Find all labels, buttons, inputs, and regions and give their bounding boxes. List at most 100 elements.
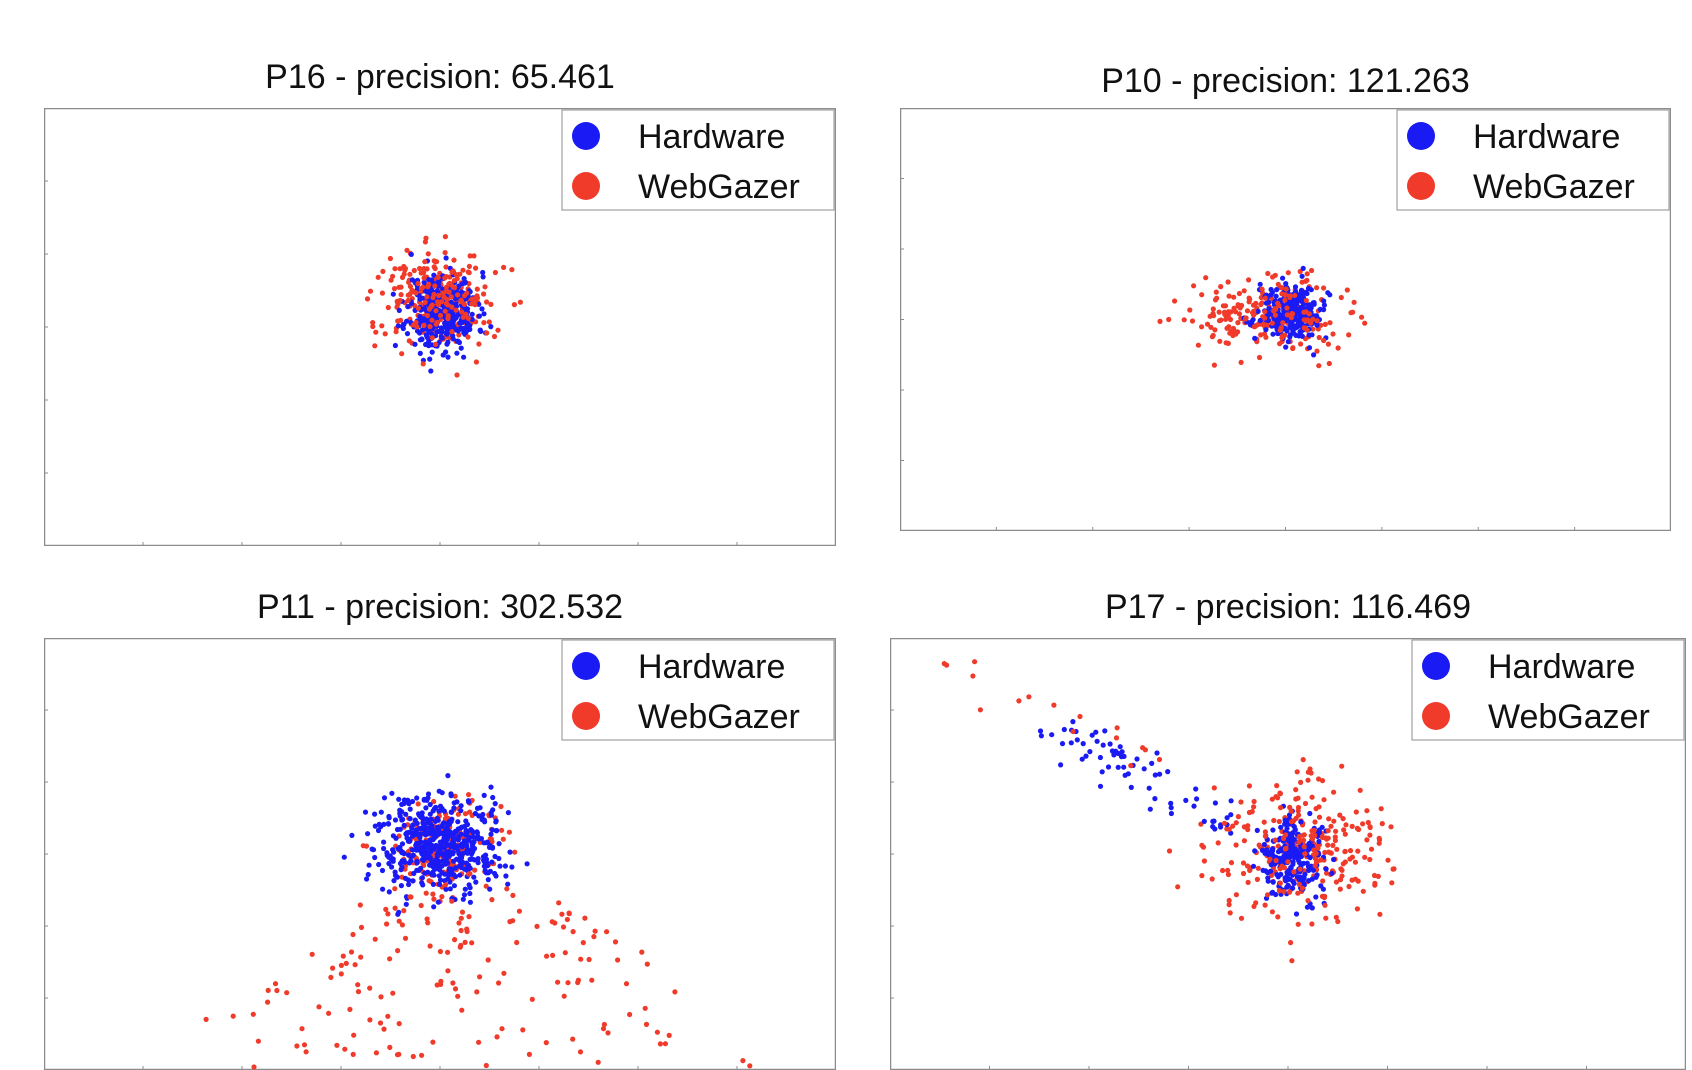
data-point [1235,320,1241,326]
data-point [1233,331,1239,337]
data-point [401,800,407,807]
data-point [424,318,430,324]
data-point [1302,800,1309,807]
data-point [473,359,479,365]
data-point [403,811,409,817]
data-point [420,327,426,333]
data-point [471,253,477,259]
data-point [438,325,445,331]
data-point [1114,725,1120,731]
data-point [425,290,431,296]
data-point [1199,842,1205,848]
data-point [1097,783,1104,789]
data-point [388,277,394,283]
series-webgazer [364,234,523,367]
data-point [411,322,417,328]
data-point [390,990,396,996]
data-point [1359,314,1365,320]
data-point [740,1058,746,1064]
data-point [1271,817,1277,824]
data-point [1292,846,1298,852]
data-point [1305,898,1311,904]
data-point [1325,341,1331,347]
data-point [435,899,441,905]
data-point [1276,303,1282,309]
data-point [502,863,508,869]
data-point [464,928,470,935]
data-point [1226,897,1232,904]
data-point [1074,737,1080,743]
data-point [1291,818,1297,824]
data-point [449,322,455,329]
data-point [449,868,455,874]
data-point [419,880,425,886]
data-point [1213,289,1219,295]
data-point [386,889,392,895]
data-point [431,896,437,902]
data-point [430,295,436,301]
data-point [373,329,379,335]
data-point [427,356,433,362]
data-point [372,343,378,349]
data-point [434,815,440,821]
data-point [1204,321,1211,327]
data-point [396,307,402,313]
data-point [480,269,486,276]
data-point [448,809,455,815]
data-point [284,990,290,996]
data-point [595,1059,601,1065]
data-point [1087,749,1093,755]
data-point [1269,796,1275,802]
data-point [475,860,481,866]
data-point [1107,741,1113,747]
data-point [445,354,451,360]
data-point [414,867,420,873]
data-point [1240,860,1247,866]
data-point [1298,290,1304,296]
data-point [1295,921,1301,927]
data-point [407,283,413,289]
data-point [395,948,401,954]
data-point [386,815,392,821]
data-point [419,875,425,881]
data-point [494,1034,500,1040]
data-point [473,265,479,271]
data-point [1246,277,1252,283]
data-point [1225,279,1231,285]
legend-marker-hardware [1407,122,1435,150]
chart-title: P17 - precision: 116.469 [1104,588,1472,626]
data-point [509,864,515,870]
data-point [1347,856,1353,862]
data-point [373,1050,379,1056]
data-point [467,899,473,905]
data-point [1282,817,1288,823]
data-point [1312,819,1318,825]
data-point [1228,798,1234,804]
data-point [425,795,431,801]
data-point [1284,825,1290,832]
data-point [438,299,445,305]
data-point [1255,308,1261,314]
data-point [1262,833,1268,839]
data-point [1284,312,1290,318]
data-point [520,1027,526,1033]
data-point [1093,729,1099,735]
data-point [405,304,411,310]
data-point [1375,873,1381,879]
data-point [1079,756,1085,762]
data-point [466,263,472,269]
data-point [1316,363,1322,369]
data-point [1340,816,1346,822]
data-point [1295,890,1301,896]
data-point [1389,880,1395,886]
data-point [1287,293,1293,299]
data-point [1278,824,1284,830]
data-point [1254,876,1260,882]
data-point [1293,911,1300,917]
data-point [1240,870,1247,877]
data-point [488,810,494,816]
data-point [463,860,470,866]
data-point [1311,301,1317,307]
data-point [1322,902,1328,908]
chart-title: P10 - precision: 121.263 [1101,62,1470,100]
